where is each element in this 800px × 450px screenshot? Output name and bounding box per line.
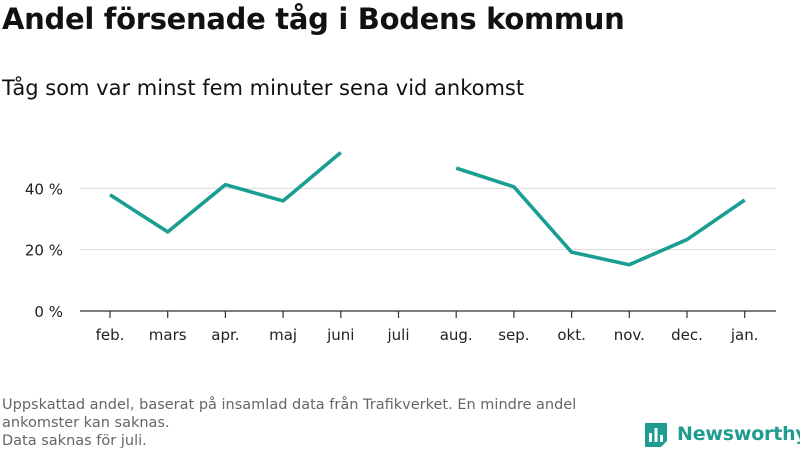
x-tick-label: feb. (96, 326, 125, 344)
x-tick-label: aug. (440, 326, 473, 344)
footnote-line-1: Uppskattad andel, baserat på insamlad da… (2, 397, 577, 413)
chart-title: Andel försenade tåg i Bodens kommun (2, 2, 625, 36)
x-tick-label: jan. (730, 326, 759, 344)
x-tick-label: nov. (614, 326, 645, 344)
chart-subtitle: Tåg som var minst fem minuter sena vid a… (2, 76, 525, 100)
footnote-line-3: Data saknas för juli. (2, 433, 147, 449)
x-tick-label: sep. (498, 326, 529, 344)
y-tick-label: 40 % (25, 180, 63, 198)
newsworthy-bar-chart-icon (645, 423, 667, 447)
x-tick-label: apr. (211, 326, 239, 344)
series-line-segment (109, 151, 342, 234)
x-tick-label: mars (149, 326, 187, 344)
x-axis: feb. mars apr. maj juni juli aug. sep. okt. nov. d… (80, 310, 776, 344)
x-tick-label: juli (386, 326, 409, 344)
x-tick-label: maj (269, 326, 297, 344)
y-tick-label: 20 % (25, 242, 63, 260)
y-tick-label: 0 % (34, 303, 63, 321)
line-chart: 0 % 20 % 40 % feb. mars apr. maj juni juli aug. s… (25, 151, 776, 344)
newsworthy-logo: Newsworthy (643, 420, 800, 448)
newsworthy-logo-text: Newsworthy (677, 423, 800, 445)
y-axis-tick-labels: 0 % 20 % 40 % (25, 180, 63, 321)
footnote-line-2: ankomster kan saknas. (2, 415, 170, 431)
series-line-segment (455, 166, 746, 267)
x-tick-label: dec. (671, 326, 703, 344)
footnote: Uppskattad andel, baserat på insamlad da… (2, 396, 642, 450)
series-lines (109, 151, 746, 267)
x-tick-label: juni (326, 326, 354, 344)
x-tick-label: okt. (557, 326, 586, 344)
